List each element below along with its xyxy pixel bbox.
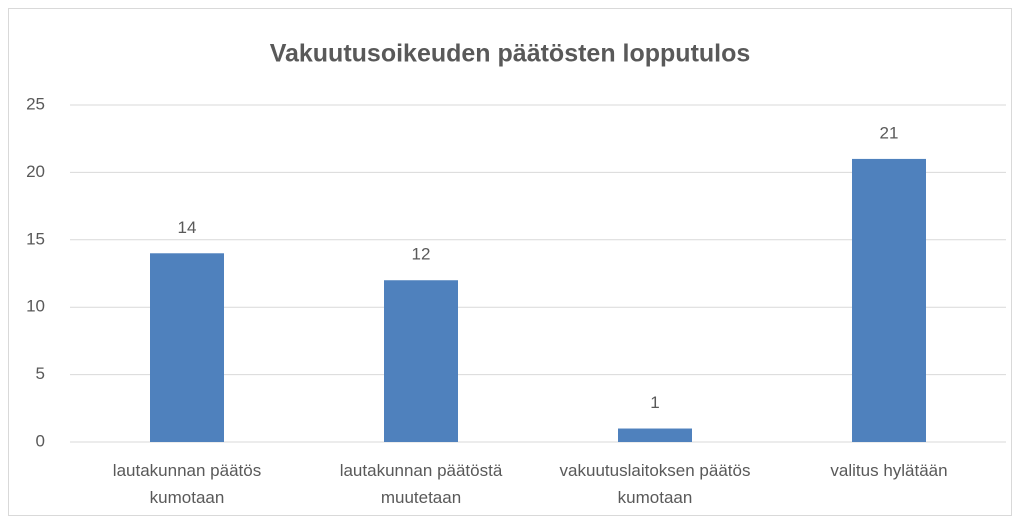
y-tick-label: 0 bbox=[36, 431, 45, 450]
bar bbox=[852, 158, 926, 443]
chart-title: Vakuutusoikeuden päätösten lopputulos bbox=[270, 40, 751, 68]
data-label: 1 bbox=[650, 393, 659, 412]
bar bbox=[618, 428, 692, 442]
data-label: 12 bbox=[412, 245, 431, 264]
data-label: 14 bbox=[178, 218, 197, 237]
y-tick-label: 25 bbox=[26, 94, 45, 113]
x-tick-label: lautakunnan päätös kumotaan bbox=[112, 461, 262, 507]
bar bbox=[150, 253, 224, 442]
y-tick-label: 5 bbox=[36, 364, 45, 383]
y-tick-label: 20 bbox=[26, 162, 45, 181]
x-tick-label: vakuutuslaitoksen päätös kumotaan bbox=[559, 461, 751, 507]
y-tick-label: 15 bbox=[26, 229, 45, 248]
y-tick-label: 10 bbox=[26, 297, 45, 316]
x-tick-label: valitus hylätään bbox=[830, 461, 948, 480]
bar bbox=[384, 280, 458, 442]
data-label: 21 bbox=[880, 123, 899, 142]
x-tick-label: lautakunnan päätöstä muutetaan bbox=[339, 461, 503, 507]
